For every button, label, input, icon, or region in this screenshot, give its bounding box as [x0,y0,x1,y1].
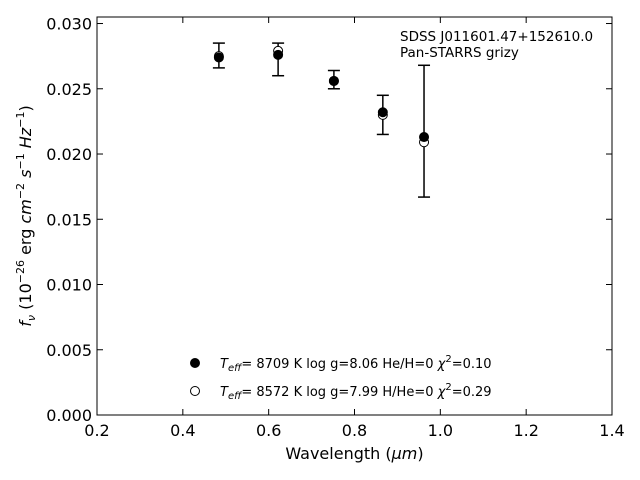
x-tick-label: 0.8 [342,421,367,440]
y-tick-label: 0.010 [46,276,92,295]
legend-label-1: Teff= 8709 K log g=8.06 He/H=0 χ2=0.10 [220,354,492,374]
y-tick-label: 0.005 [46,341,92,360]
legend-marker-open [190,386,200,396]
model-point-filled [419,132,430,143]
axis-tick-labels: 0.2 0.4 0.6 0.8 1.0 1.2 1.4 0.000 0.005 0.010 0.01… [46,15,625,440]
model-point-filled [273,49,284,60]
model-point-filled [377,107,388,118]
annotation-line-1: SDSS J011601.47+152610.0 [400,29,593,45]
y-axis-label: fν (10−26 erg cm−2 s−1 Hz−1) [14,105,38,326]
x-tick-label: 1.2 [513,421,538,440]
legend: Teff= 8709 K log g=8.06 He/H=0 χ2=0.10 T… [190,354,492,402]
y-tick-label: 0.025 [46,80,92,99]
x-tick-label: 1.4 [599,421,624,440]
x-tick-label: 1.0 [428,421,453,440]
x-tick-label: 0.4 [170,421,195,440]
y-tick-label: 0.020 [46,145,92,164]
error-bars [212,42,431,198]
model-point-filled [328,75,339,86]
legend-label-2: Teff= 8572 K log g=7.99 H/He=0 χ2=0.29 [220,382,492,402]
model-point-filled [213,52,224,63]
data-points [213,45,430,148]
y-tick-label: 0.000 [46,406,92,425]
legend-marker-filled [190,358,200,368]
plot-frame [96,16,613,416]
x-tick-label: 0.2 [84,421,109,440]
y-tick-label: 0.030 [46,15,92,34]
annotation-line-2: Pan-STARRS grizy [400,45,519,61]
y-tick-label: 0.015 [46,210,92,229]
x-axis-label: Wavelength (μm) [285,444,423,463]
axis-ticks [96,17,613,416]
x-tick-label: 0.6 [256,421,281,440]
